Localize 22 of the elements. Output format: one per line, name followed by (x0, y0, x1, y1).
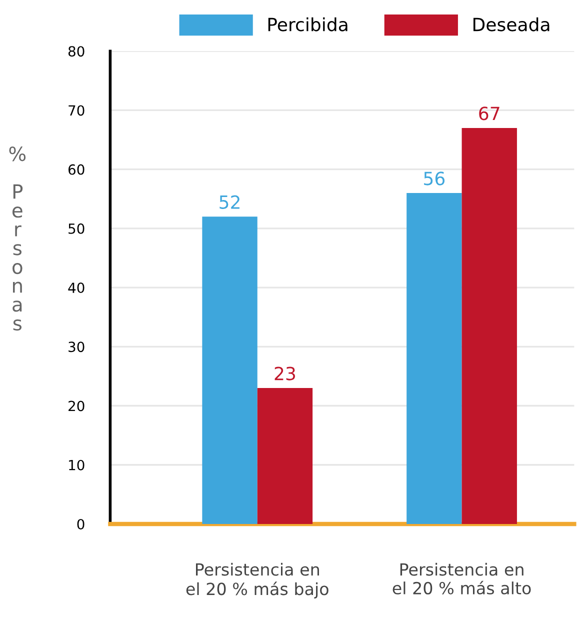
y-tick-label: 0 (77, 518, 84, 530)
y-tick-label: 10 (69, 460, 84, 470)
y-tick-label: 20 (68, 400, 84, 412)
x-tick-label: Persistencia en el 20 % más bajo (186, 562, 328, 598)
bar (406, 192, 462, 524)
y-tick-label: 30 (68, 342, 84, 352)
legend-label: Percibida (268, 17, 348, 32)
y-tick-label: 70 (68, 105, 84, 116)
data-label: 56 (424, 172, 445, 186)
y-tick-label: 80 (68, 46, 84, 57)
bar (202, 216, 258, 524)
bar (257, 388, 313, 524)
y-tick-label: 40 (68, 282, 84, 294)
data-label: 23 (274, 366, 296, 380)
y-tick-label: 50 (68, 223, 84, 234)
data-label: 52 (220, 195, 240, 209)
x-tick-label: Persistencia en el 20 % más alto (392, 562, 531, 594)
text: % Personas (9, 146, 26, 331)
data-label: 67 (479, 106, 500, 120)
bar (462, 128, 517, 524)
y-tick-label: 60 (68, 164, 84, 175)
legend-label: Deseada (473, 17, 550, 32)
